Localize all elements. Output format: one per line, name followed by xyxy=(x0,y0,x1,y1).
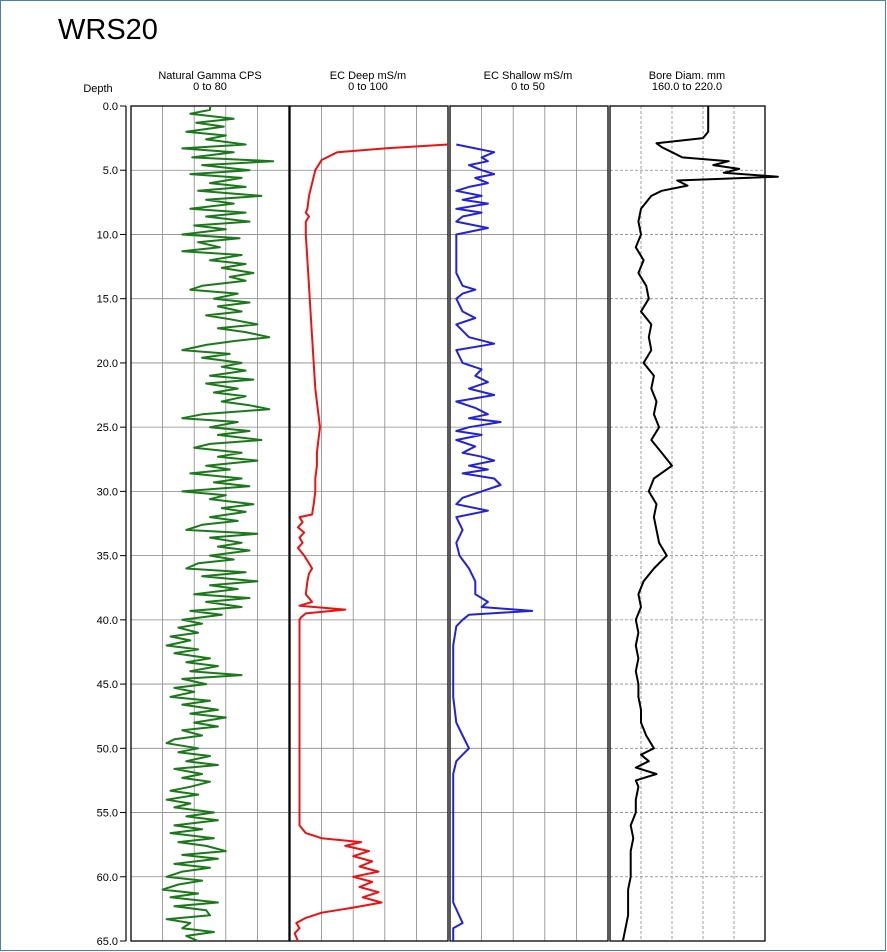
depth-axis-label: Depth xyxy=(83,83,113,95)
depth-tick-label: 25.0 xyxy=(97,422,118,434)
depth-tick-label: 40.0 xyxy=(97,615,118,627)
depth-tick-label: 0.0 xyxy=(103,101,118,113)
track-ec-shallow xyxy=(449,105,609,942)
chart-title: WRS20 xyxy=(58,14,158,46)
track-ec-deep-header: EC Deep mS/m 0 to 100 xyxy=(288,71,448,93)
track-border xyxy=(609,105,766,942)
depth-tick-label: 15.0 xyxy=(97,294,118,306)
track-bore-diam-name: Bore Diam. mm xyxy=(648,70,726,82)
track-bore-diam-header: Bore Diam. mm 160.0 to 220.0 xyxy=(608,71,766,93)
curve-ec-shallow xyxy=(452,143,534,941)
track-ec-shallow-range: 0 to 50 xyxy=(511,81,545,93)
track-ec-deep-name: EC Deep mS/m xyxy=(329,70,407,82)
depth-tick-label: 5.0 xyxy=(103,165,118,177)
track-gamma-name: Natural Gamma CPS xyxy=(158,70,262,82)
track-bore-diam xyxy=(609,105,779,942)
curve-bore-diam xyxy=(621,106,779,942)
track-ec-deep xyxy=(289,105,449,942)
track-border xyxy=(289,105,449,942)
depth-tick-label: 60.0 xyxy=(97,872,118,884)
track-bore-diam-range: 160.0 to 220.0 xyxy=(651,81,723,93)
depth-tick-label: 30.0 xyxy=(97,486,118,498)
curve-ec-deep xyxy=(293,143,449,942)
depth-tick-label: 50.0 xyxy=(97,743,118,755)
depth-tick-label: 65.0 xyxy=(97,936,118,948)
curve-gamma xyxy=(161,106,275,942)
depth-tick-label: 45.0 xyxy=(97,679,118,691)
track-border xyxy=(449,105,609,942)
track-gamma-range: 0 to 80 xyxy=(193,81,227,93)
depth-tick-label: 10.0 xyxy=(97,229,118,241)
depth-axis: 0.0 5.0 10.0 15.0 20.0 25.0 30.0 35.0 40.0 45.0 50… xyxy=(97,101,127,948)
depth-tick-label: 35.0 xyxy=(97,551,118,563)
track-ec-deep-range: 0 to 100 xyxy=(348,81,388,93)
log-tracks xyxy=(130,105,779,942)
track-ec-shallow-header: EC Shallow mS/m 0 to 50 xyxy=(448,71,608,93)
track-gamma xyxy=(130,105,290,942)
depth-tick-label: 55.0 xyxy=(97,808,118,820)
track-gamma-header: Natural Gamma CPS 0 to 80 xyxy=(130,71,290,93)
track-ec-shallow-name: EC Shallow mS/m xyxy=(483,70,573,82)
depth-tick-label: 20.0 xyxy=(97,358,118,370)
